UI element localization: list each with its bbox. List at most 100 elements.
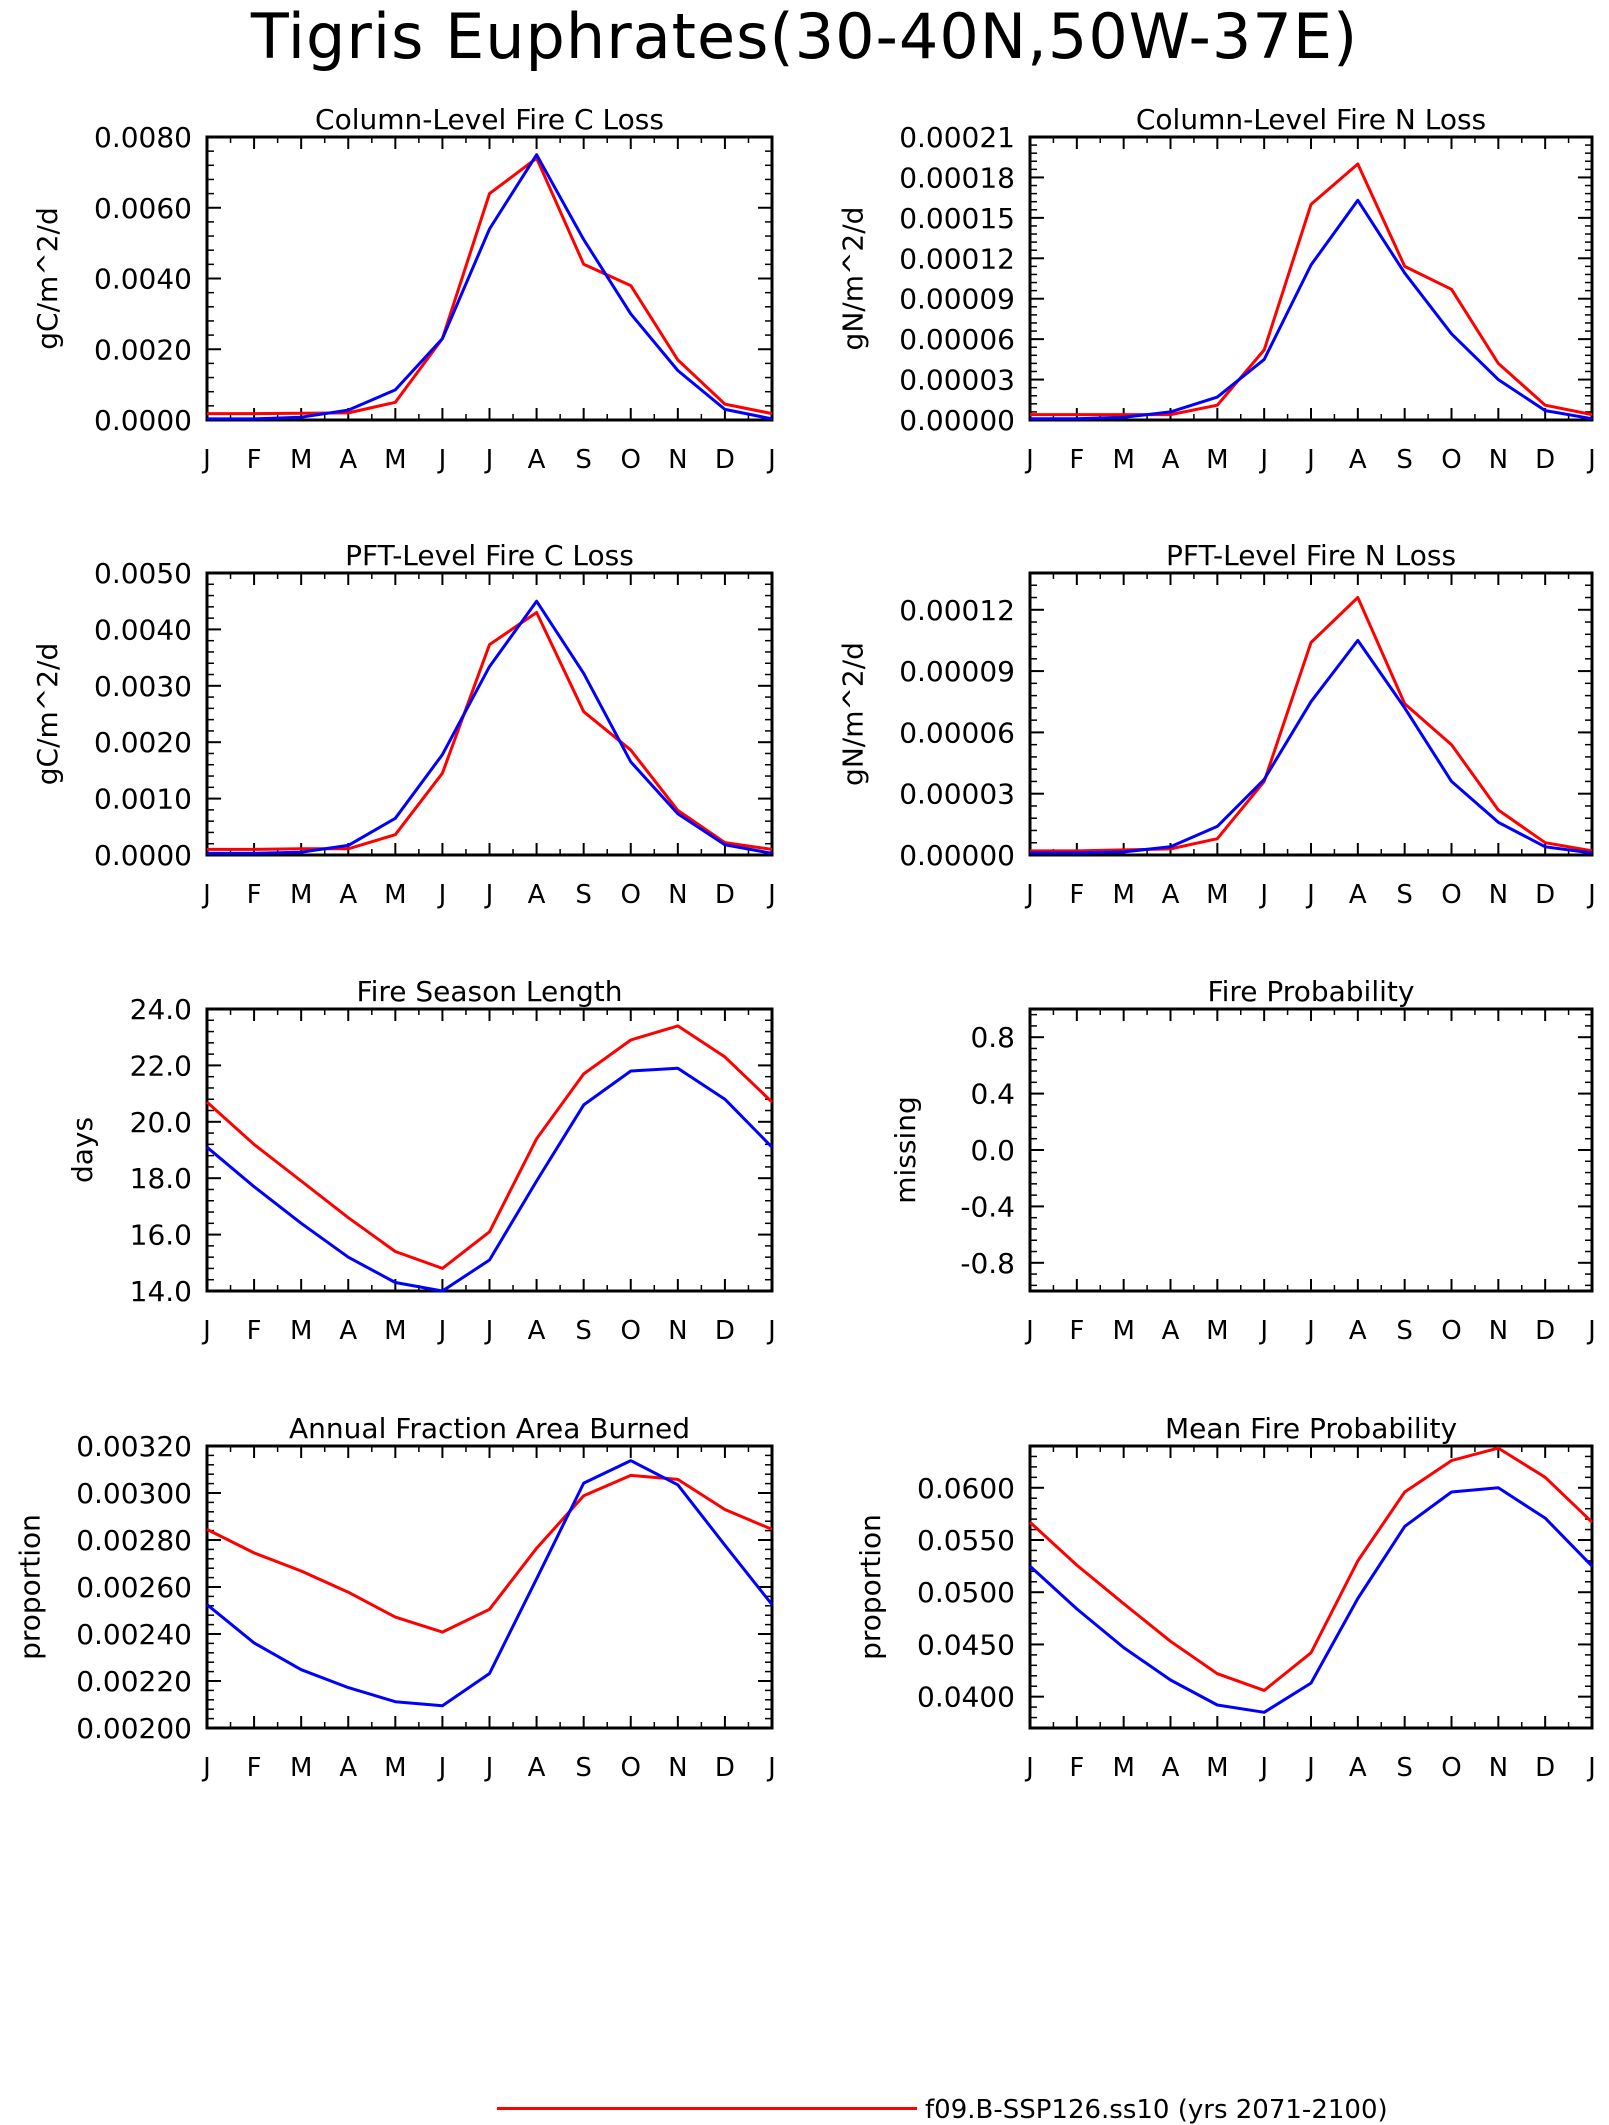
y-tick-label: 24.0 [130,993,192,1026]
series-line-red [207,611,773,851]
x-tick-label: J [766,880,776,910]
y-tick-label: 0.00009 [899,283,1015,316]
y-tick-label: 0.00012 [899,594,1015,627]
x-tick-label: N [668,1753,687,1783]
x-tick-label: S [1396,1753,1413,1783]
x-tick-label: M [1206,1316,1228,1346]
series-line-blue [207,599,773,855]
y-tick-label: 16.0 [130,1219,192,1252]
x-tick-label: M [1206,445,1228,475]
x-tick-label: J [1586,1753,1596,1783]
x-tick-label: J [1305,1753,1315,1783]
x-tick-label: S [1396,880,1413,910]
y-tick-label: 0.00260 [76,1571,192,1604]
y-tick-label: 20.0 [130,1106,192,1139]
y-tick-label: 0.00009 [899,655,1015,688]
x-tick-label: O [621,1753,641,1783]
chart-fire-season-length: J F M A M J J A S O N D J14.016.018.020.022.024.0day… [66,975,776,1346]
y-tick-label: 0.0080 [94,121,192,154]
legend: f09.B-SSP126.ss10 (yrs 2071-2100) [0,2095,1609,2125]
x-tick-label: N [668,1316,687,1346]
x-tick-label: J [766,1753,776,1783]
y-tick-label: 0.00200 [76,1712,192,1745]
x-tick-label: S [575,1753,592,1783]
y-tick-label: 0.0060 [94,192,192,225]
y-tick-label: 0.0020 [94,333,192,366]
x-tick-label: S [575,445,592,475]
y-tick-label: 0.4 [970,1078,1015,1111]
y-tick-label: 0.0040 [94,613,192,646]
x-tick-label: A [528,880,546,910]
x-tick-label: J [1258,880,1268,910]
y-tick-label: 0.0000 [94,404,192,437]
x-tick-label: J [437,1316,447,1346]
x-tick-label: N [1489,1753,1508,1783]
y-tick-label: 22.0 [130,1049,192,1082]
series-line-red [207,156,773,416]
y-tick-label: 0.0030 [94,670,192,703]
x-tick-label: A [1162,880,1180,910]
x-tick-label: O [621,1316,641,1346]
y-tick-label: 18.0 [130,1162,192,1195]
x-tick-label: J [484,880,494,910]
x-tick-label: J [437,445,447,475]
x-tick-label: J [766,1316,776,1346]
x-tick-label: J [1258,1753,1268,1783]
y-tick-label: 14.0 [130,1275,192,1308]
x-tick-label: O [1441,1753,1461,1783]
chart-mean-fire-probability: J F M A M J J A S O N D J0.04000.04500.05000.05500.0… [854,1412,1596,1783]
y-axis-label: gN/m^2/d [837,207,870,351]
y-tick-label: 0.00240 [76,1618,192,1651]
y-tick-label: 0.0600 [917,1472,1015,1505]
x-tick-label: J [766,445,776,475]
plot-frame [205,1444,774,1730]
x-tick-label: A [1349,445,1367,475]
y-tick-label: 0.00021 [899,121,1015,154]
x-tick-label: O [621,445,641,475]
x-tick-label: M [290,1753,312,1783]
series-line-blue [1028,1486,1594,1714]
x-tick-label: A [339,1316,357,1346]
y-axis-label: days [66,1117,99,1183]
chart-title: Fire Probability [1208,975,1415,1008]
x-tick-label: N [1489,445,1508,475]
y-tick-label: 0.00320 [76,1430,192,1463]
y-tick-label: 0.8 [970,1021,1015,1054]
x-tick-label: A [1349,1753,1367,1783]
y-tick-label: 0.00280 [76,1524,192,1557]
y-tick-label: 0.0000 [94,839,192,872]
x-tick-label: J [1586,445,1596,475]
page-title: Tigris Euphrates(30-40N,50W-37E) [250,0,1359,73]
chart-title: Mean Fire Probability [1165,1412,1457,1445]
y-tick-label: -0.4 [960,1190,1015,1223]
series-line-blue [206,1459,774,1708]
x-tick-label: J [201,1316,211,1346]
y-axis-label: proportion [14,1514,47,1660]
x-tick-label: N [668,445,687,475]
x-tick-label: M [384,1316,406,1346]
x-tick-label: F [247,1316,262,1346]
x-tick-label: M [384,445,406,475]
x-tick-label: A [1349,1316,1367,1346]
x-tick-label: F [247,1753,262,1783]
x-tick-label: J [1305,445,1315,475]
x-tick-label: F [1069,1753,1084,1783]
y-tick-label: 0.0040 [94,263,192,296]
chart-column-fire-c-loss: J F M A M J J A S O N D J0.00000.00200.00400.00600.0… [31,103,776,475]
x-tick-label: J [1305,1316,1315,1346]
x-tick-label: M [290,1316,312,1346]
series-line-red [1028,1446,1594,1692]
x-tick-label: D [1535,880,1555,910]
series-line-red [1030,162,1593,417]
x-tick-label: A [1162,1316,1180,1346]
x-tick-label: J [1586,1316,1596,1346]
plot-frame [1028,1007,1594,1293]
x-tick-label: S [575,1316,592,1346]
legend-line-swatch [497,2107,917,2110]
x-tick-label: M [1112,1316,1134,1346]
x-tick-label: S [1396,445,1413,475]
x-tick-label: M [1206,880,1228,910]
x-tick-label: M [384,880,406,910]
x-tick-label: D [1535,1753,1555,1783]
x-tick-label: J [484,445,494,475]
